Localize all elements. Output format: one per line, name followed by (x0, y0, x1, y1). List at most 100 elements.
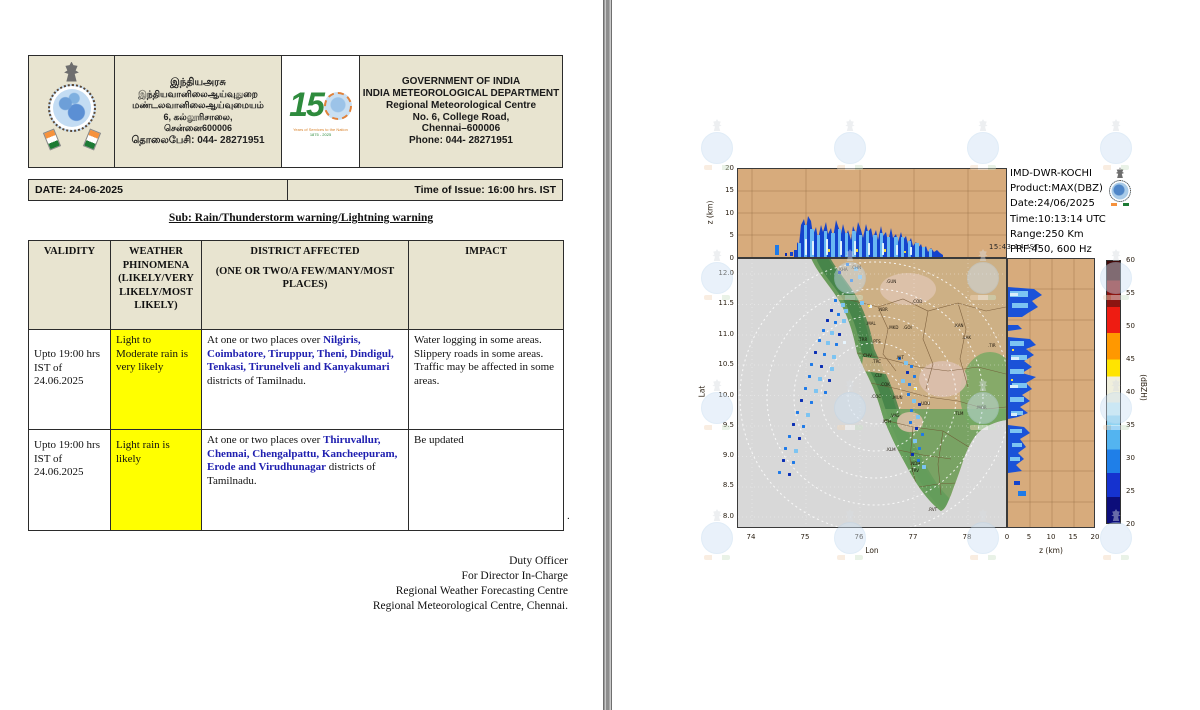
col-validity: VALIDITY (28, 240, 111, 330)
right-echo-plot (1008, 259, 1094, 527)
ashoka-emblem-icon (64, 61, 79, 82)
tamil-line: மண்டலவானிலைஆய்வுமையம் (132, 100, 264, 110)
svg-text:.MUN: .MUN (892, 395, 903, 400)
district-cell: At one or two places over Nilgiris, Coim… (201, 329, 409, 430)
radar-map: .KHA .CHN .GUN .NBR .COD .MAL .MKD .GOI .KAN .LAK… (738, 259, 1006, 527)
radar-range: Range:250 Km (1010, 228, 1084, 240)
right-cross-section-panel (1007, 258, 1095, 528)
svg-text:.TRC: .TRC (872, 359, 881, 364)
validity-cell: Upto 19:00 hrs IST of 24.06.2025 (28, 429, 111, 531)
svg-text:.LAK: .LAK (962, 335, 971, 340)
tamil-phone-line: தொலைபேசி: 044- 28271951 (131, 134, 265, 146)
map-panel: .KHA .CHN .GUN .NBR .COD .MAL .MKD .GOI .KAN .LAK… (737, 258, 1007, 528)
radar-figure: .KHA .CHN .GUN .NBR .COD .MAL .MKD .GOI .KAN .LAK… (690, 115, 1160, 570)
150-globe-icon (323, 91, 352, 120)
svg-text:.KHA: .KHA (838, 267, 848, 272)
col-district: DISTRICT AFFECTED (ONE OR TWO/A FEW/MANY… (201, 240, 409, 330)
phone-line: Phone: 044- 28271951 (409, 135, 513, 147)
col-weather: WEATHER PHINOMENA (LIKELY/VERY LIKELY/MO… (110, 240, 202, 330)
imd-logo-cell (29, 56, 115, 167)
page-divider[interactable] (602, 0, 613, 710)
imd-emblem-logo-icon (40, 61, 104, 162)
radar-product: Product:MAX(DBZ) (1010, 183, 1103, 195)
signature-line: Regional Weather Forecasting Centre (395, 585, 568, 597)
colorbar-unit-label: (dBZH) (1138, 374, 1148, 401)
svg-text:.RVT: .RVT (928, 507, 938, 512)
right-xlabel: z (km) (1039, 546, 1063, 555)
signature-line: Regional Meteorological Centre, Chennai. (372, 600, 568, 612)
table-row: Upto 19:00 hrs IST of 24.06.2025 Light t… (28, 329, 564, 430)
svg-text:.TRR: .TRR (858, 337, 867, 342)
svg-text:.TRV: .TRV (910, 468, 919, 473)
letterhead-table: இந்தியஅரசு இந்தியவானிலைஆய்வுதுறை மண்டலவா… (28, 55, 563, 168)
department-address-block: GOVERNMENT OF INDIA INDIA METEOROLOGICAL… (360, 56, 562, 167)
validity-cell: Upto 19:00 hrs IST of 24.06.2025 (28, 329, 111, 430)
imd-globe-icon (1109, 180, 1131, 202)
table-row: Upto 19:00 hrs IST of 24.06.2025 Light r… (28, 429, 564, 531)
svg-text:.CHV: .CHV (862, 353, 872, 358)
warning-table: VALIDITY WEATHER PHINOMENA (LIKELY/VERY … (28, 240, 564, 531)
signature-line: Duty Officer (509, 555, 568, 567)
map-ylabel: Lat (697, 385, 707, 398)
svg-text:.KLM: .KLM (886, 447, 896, 452)
district-cell: At one or two places over Thiruvallur, C… (201, 429, 409, 531)
phenomena-cell: Light to Moderate rain is very likely (110, 329, 202, 430)
station-labels: .KHA .CHN .GUN .NBR .COD .MAL .MKD .GOI .KAN .LAK… (838, 265, 996, 512)
svg-text:.GOI: .GOI (903, 325, 912, 330)
svg-text:.NDH: .NDH (910, 461, 920, 466)
dept-line: INDIA METEOROLOGICAL DEPARTMENT (362, 87, 560, 99)
radar-time-utc: Time:10:13:14 UTC (1010, 213, 1106, 225)
svg-text:.MOR: .MOR (976, 405, 987, 410)
impact-cell: Be updated (408, 429, 564, 531)
svg-text:.NBR: .NBR (878, 307, 888, 312)
signature-block: Duty Officer For Director In-Charge Regi… (200, 554, 568, 614)
svg-text:.CLY: .CLY (874, 373, 883, 378)
top-cross-section-panel (737, 168, 1007, 258)
svg-text:.UDU: .UDU (920, 401, 930, 406)
stray-period: . (567, 510, 570, 522)
radar-info-block: IMD-DWR-KOCHI Product:MAX(DBZ) Date:24/0… (1010, 166, 1106, 257)
echo-cells (778, 263, 926, 476)
radar-date: Date:24/06/2025 (1010, 198, 1095, 210)
map-xlabel: Lon (865, 546, 879, 555)
col-impact: IMPACT (408, 240, 564, 330)
svg-text:.COC: .COC (871, 394, 881, 399)
svg-text:.PTS: .PTS (872, 339, 881, 344)
tricolor-bar-icon (1111, 203, 1129, 206)
time-of-issue-field: Time of Issue: 16:00 hrs. IST (288, 180, 562, 200)
date-issue-row: DATE: 24-06-2025 Time of Issue: 16:00 hr… (28, 179, 563, 201)
svg-text:.MKD: .MKD (888, 325, 898, 330)
svg-text:.VAG: .VAG (890, 413, 900, 418)
phenomena-cell: Light rain is likely (110, 429, 202, 531)
table-header-row: VALIDITY WEATHER PHINOMENA (LIKELY/VERY … (28, 240, 564, 330)
subject-line: Sub: Rain/Thunderstorm warning/Lightning… (168, 212, 434, 224)
radar-time-ist: 15:43:14 IST (989, 243, 1040, 251)
tamil-line: இந்தியவானிலைஆய்வுதுறை (138, 88, 258, 99)
svg-text:.KAN: .KAN (954, 323, 964, 328)
radar-station-name: IMD-DWR-KOCHI (1010, 168, 1092, 179)
svg-text:.MAL: .MAL (866, 321, 876, 326)
top-echo-plot (738, 169, 1006, 257)
radar-prf: PRF:450, 600 Hz (1010, 244, 1092, 256)
tamil-address-block: இந்தியஅரசு இந்தியவானிலைஆய்வுதுறை மண்டலவா… (115, 56, 282, 167)
tamil-line: 6, கல்லூரிசாலை, (163, 111, 233, 122)
imd-logo-small-icon (1107, 167, 1133, 213)
impact-cell: Water logging in some areas. Slippery ro… (408, 329, 564, 430)
svg-text:.CHN: .CHN (851, 265, 861, 270)
range-rings (739, 261, 1006, 527)
govt-line: GOVERNMENT OF INDIA (401, 76, 521, 88)
ashoka-emblem-icon (1115, 167, 1125, 178)
svg-text:.TIR: .TIR (988, 343, 996, 348)
svg-text:.GUN: .GUN (886, 279, 896, 284)
svg-text:.NIT: .NIT (896, 355, 904, 360)
top-ylabel: z (km) (705, 200, 715, 225)
svg-text:.TLM: .TLM (954, 411, 964, 416)
date-field: DATE: 24-06-2025 (29, 180, 288, 200)
svg-text:.COK: .COK (880, 382, 890, 387)
tamil-line: இந்தியஅரசு (170, 77, 226, 88)
flags-icon (40, 127, 104, 151)
bulletin-page: இந்தியஅரசு இந்தியவானிலைஆய்வுதுறை மண்டலவா… (28, 55, 570, 614)
svg-text:.KTH: .KTH (882, 419, 891, 424)
